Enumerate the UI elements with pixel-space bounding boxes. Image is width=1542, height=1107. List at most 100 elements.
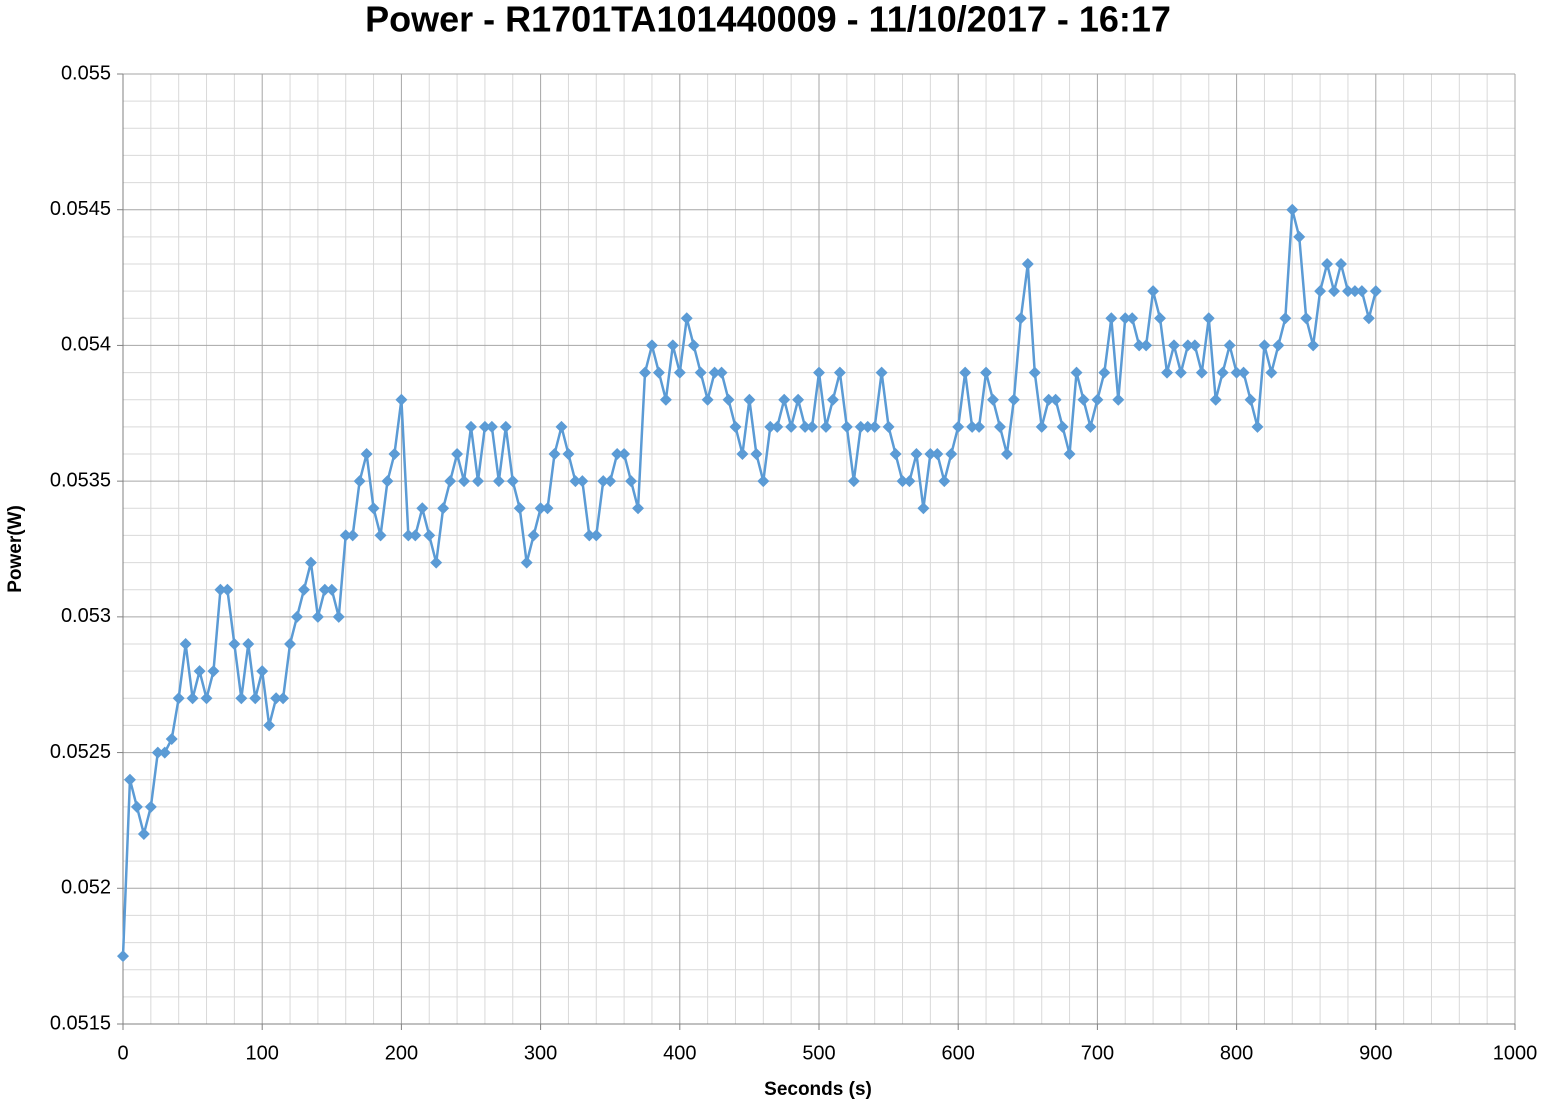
data-point: [374, 529, 387, 542]
data-point: [792, 393, 805, 406]
data-point: [1244, 393, 1257, 406]
data-point: [144, 800, 157, 813]
data-point: [458, 475, 471, 488]
data-point: [666, 339, 679, 352]
data-point: [945, 448, 958, 460]
data-point: [130, 800, 143, 813]
data-point: [1056, 420, 1069, 433]
data-point: [485, 420, 498, 433]
data-point: [444, 475, 457, 488]
data-point: [416, 502, 429, 515]
data-point: [1321, 258, 1334, 270]
data-point: [1195, 366, 1208, 379]
data-point: [840, 420, 853, 433]
x-tick-label: 600: [942, 1042, 975, 1064]
x-tick-label: 700: [1081, 1042, 1114, 1064]
data-point: [137, 828, 150, 840]
data-point: [555, 420, 568, 433]
data-point: [381, 475, 394, 488]
data-point: [632, 502, 645, 515]
data-point: [367, 502, 380, 515]
data-point: [186, 692, 199, 705]
data-point: [318, 583, 331, 596]
data-point: [158, 746, 171, 759]
data-point: [889, 448, 902, 460]
data-point: [917, 502, 930, 515]
data-point: [1084, 420, 1097, 433]
data-point: [645, 339, 658, 352]
data-point: [910, 448, 923, 460]
data-point: [151, 746, 164, 759]
data-point: [1021, 258, 1034, 270]
data-point: [1209, 393, 1222, 406]
data-point: [743, 393, 756, 406]
data-point: [409, 529, 422, 542]
data-point: [1216, 366, 1229, 379]
data-point: [1174, 366, 1187, 379]
data-point: [708, 366, 721, 379]
data-point: [1279, 312, 1292, 325]
data-point: [1341, 285, 1354, 298]
data-point: [1307, 339, 1320, 352]
data-point: [861, 420, 874, 433]
data-point: [959, 366, 972, 379]
data-point: [423, 529, 436, 542]
x-tick-label: 800: [1220, 1042, 1253, 1064]
data-point: [179, 638, 192, 650]
data-point: [799, 420, 812, 433]
data-point: [1091, 393, 1104, 406]
data-point: [1286, 203, 1299, 216]
data-point: [1335, 258, 1347, 270]
data-point: [1140, 339, 1153, 352]
data-point: [304, 556, 317, 569]
data-line: [121, 208, 1378, 957]
data-point: [214, 583, 227, 596]
data-point: [896, 475, 909, 488]
data-point: [242, 638, 255, 650]
data-point: [1230, 366, 1243, 379]
data-point: [1119, 312, 1132, 325]
data-point: [1362, 312, 1375, 325]
data-point: [993, 420, 1006, 433]
data-point: [520, 556, 533, 569]
data-point: [284, 638, 297, 650]
data-point: [1049, 393, 1062, 406]
data-point: [1098, 366, 1111, 379]
data-point: [854, 420, 867, 433]
data-point: [569, 475, 582, 488]
data-point: [1300, 312, 1313, 325]
data-point: [1223, 339, 1236, 352]
x-tick-label: 1000: [1493, 1042, 1538, 1064]
data-point: [117, 950, 129, 963]
data-point: [325, 583, 338, 596]
x-tick-label: 0: [117, 1042, 128, 1064]
data-point: [263, 719, 276, 732]
data-point: [813, 366, 825, 379]
data-point: [506, 475, 519, 488]
data-point: [291, 610, 303, 623]
x-tick-label: 200: [385, 1042, 418, 1064]
data-point: [471, 475, 484, 488]
data-point: [576, 475, 589, 488]
chart-title: Power - R1701TA101440009 - 11/10/2017 - …: [365, 0, 1171, 40]
data-point: [973, 420, 986, 433]
data-point: [256, 665, 269, 678]
data-point: [1126, 312, 1139, 325]
data-point: [1251, 420, 1264, 433]
data-point: [207, 665, 220, 678]
data-point: [680, 312, 693, 325]
data-point: [527, 529, 540, 542]
data-point: [1133, 339, 1146, 352]
data-point: [1042, 393, 1055, 406]
data-point: [270, 692, 283, 705]
data-point: [1007, 393, 1020, 406]
data-point: [938, 475, 951, 488]
x-tick-label: 500: [802, 1042, 835, 1064]
y-tick-label: 0.0525: [50, 741, 111, 763]
data-point: [1272, 339, 1285, 352]
data-point: [1258, 339, 1271, 352]
data-point: [1188, 339, 1201, 352]
data-point: [1161, 366, 1173, 379]
data-point: [1112, 393, 1125, 406]
